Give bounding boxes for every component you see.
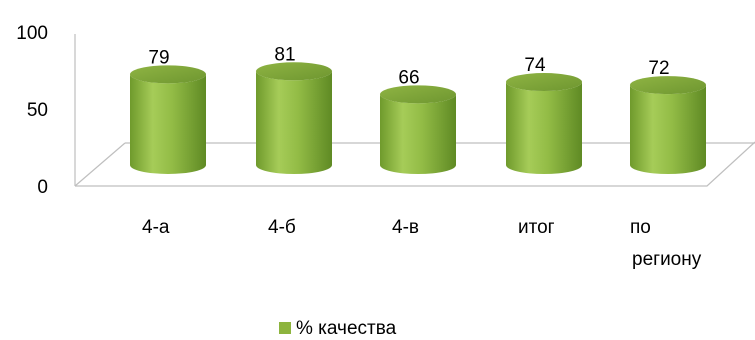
bar-body <box>130 74 206 174</box>
bar-top <box>256 62 332 81</box>
bar <box>506 73 582 174</box>
legend: % качества <box>279 318 397 339</box>
legend-swatch <box>279 322 291 334</box>
bar-body <box>256 71 332 174</box>
floor-left-edge <box>74 142 126 187</box>
data-label: 79 <box>148 47 169 68</box>
bar-body <box>506 82 582 174</box>
bar <box>630 76 706 174</box>
x-tick-label: итог <box>518 217 555 238</box>
x-tick-label: 4-а <box>142 217 170 238</box>
bar-body <box>630 85 706 174</box>
y-tick-label: 0 <box>37 177 48 198</box>
data-label: 66 <box>398 67 419 88</box>
category-labels: 4-а 4-б 4-в итог по региону <box>142 217 702 270</box>
floor-outline <box>75 141 755 187</box>
data-label: 74 <box>524 55 546 76</box>
x-tick-label: 4-в <box>392 217 419 238</box>
y-tick-label: 50 <box>27 100 48 121</box>
bar <box>380 85 456 174</box>
bar-top <box>506 73 582 92</box>
bar <box>130 65 206 174</box>
bar-top <box>630 76 706 95</box>
data-label: 81 <box>274 44 295 65</box>
y-axis-ticks: 0 50 100 <box>16 23 48 198</box>
y-tick-label: 100 <box>16 23 48 44</box>
bar-top <box>380 85 456 104</box>
bar-body <box>380 94 456 174</box>
data-label: 72 <box>648 58 669 79</box>
x-tick-label: 4-б <box>268 217 296 238</box>
x-tick-label: региону <box>632 249 702 270</box>
x-tick-label: по <box>630 217 651 238</box>
legend-label: % качества <box>296 318 397 339</box>
bar <box>256 62 332 174</box>
bars <box>130 62 706 174</box>
data-labels: 79 81 66 74 72 <box>148 44 669 88</box>
bar-top <box>130 65 206 84</box>
